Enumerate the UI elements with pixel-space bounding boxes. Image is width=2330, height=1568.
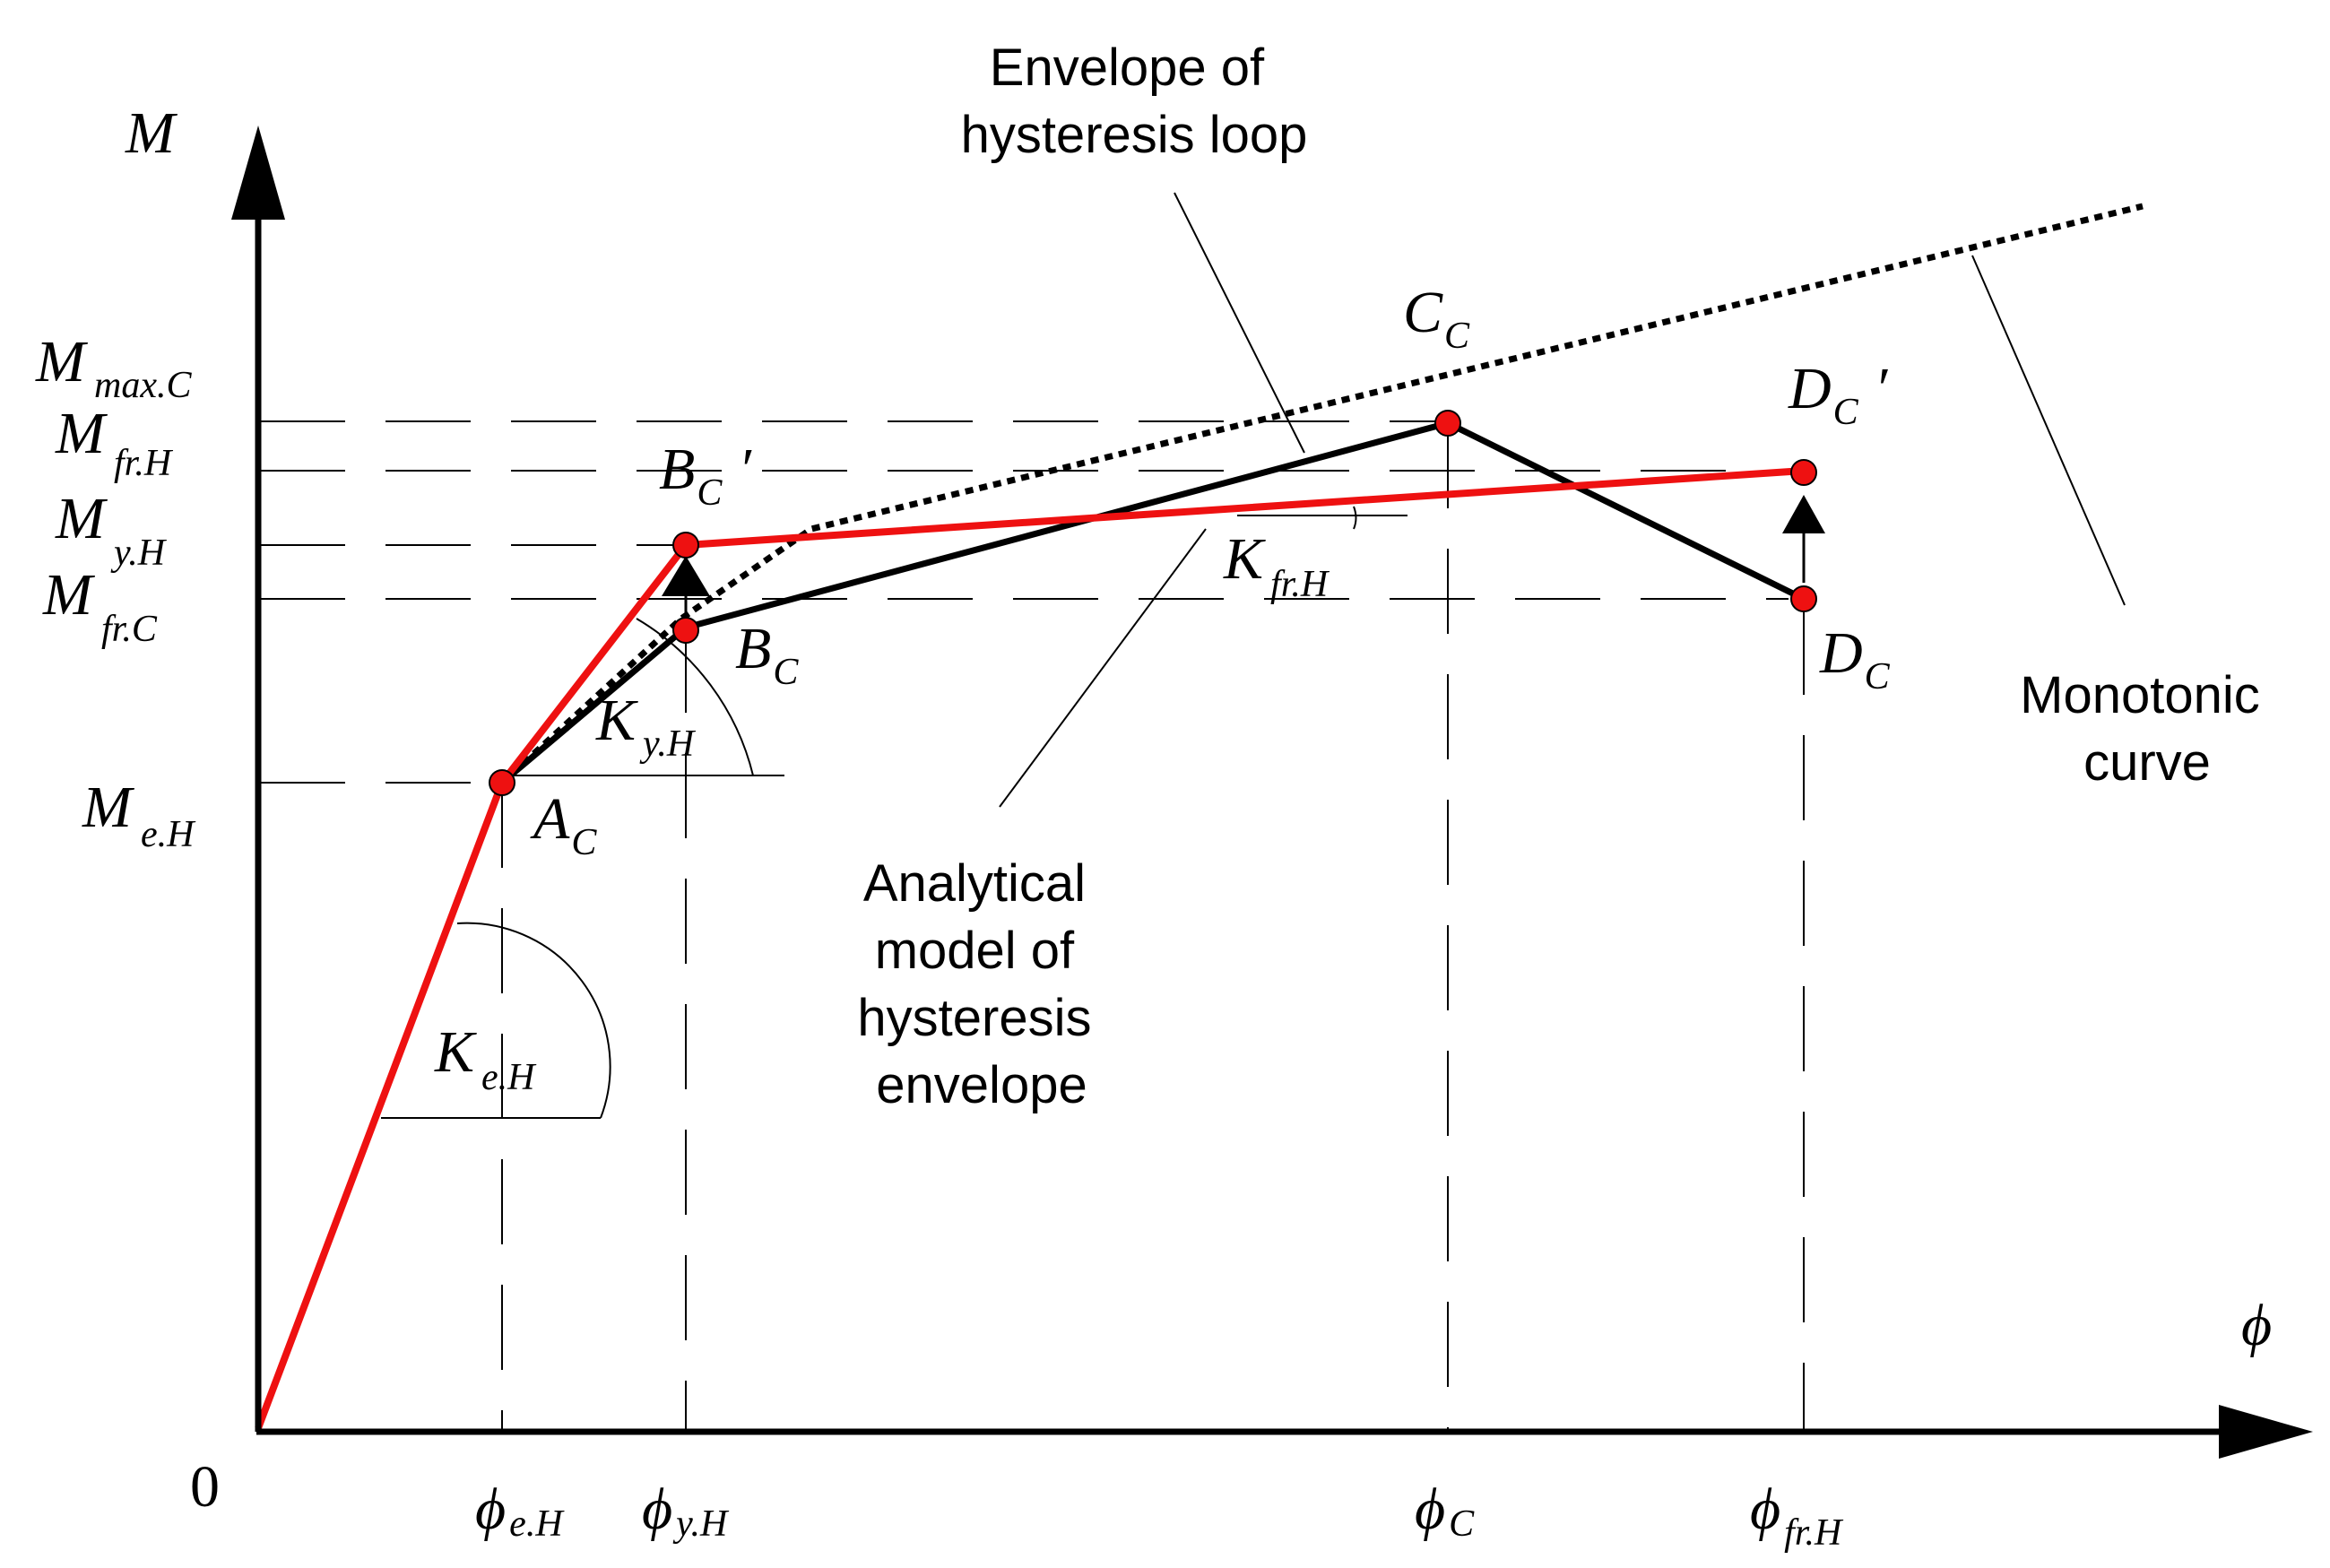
annotation-analytical: Analytical model of hysteresis envelope — [857, 854, 1105, 1114]
label-d-c-prime: DC ′ — [1788, 356, 1889, 433]
y-axis-label: M — [125, 100, 178, 166]
label-c-c: CC — [1403, 280, 1470, 357]
point-d-c-prime — [1790, 459, 1817, 486]
point-b-c — [672, 617, 699, 644]
y-axis-arrow — [231, 126, 285, 220]
monotonic-leader — [1971, 255, 2126, 606]
arrow-b-up — [662, 556, 710, 596]
x-tick-phi-fr-h: ϕfr.H — [1750, 1477, 1844, 1554]
annotation-envelope: Envelope of hysteresis loop — [961, 39, 1308, 164]
label-a-c: AC — [530, 786, 597, 863]
k-frh-arc — [1353, 506, 1357, 530]
arrow-d-up — [1782, 495, 1825, 533]
x-tick-phi-c: ϕC — [1415, 1477, 1475, 1545]
axes — [231, 126, 2313, 1459]
k-eh-arc — [456, 922, 611, 1119]
envelope-leader — [1174, 192, 1305, 454]
x-axis-arrow — [2219, 1405, 2313, 1459]
label-b-c: BC — [735, 616, 799, 693]
origin-label: 0 — [190, 1454, 220, 1520]
increase-arrows — [662, 495, 1825, 628]
points — [489, 410, 1817, 796]
k-yh-arc — [636, 618, 754, 776]
point-c-c — [1434, 410, 1461, 437]
leader-lines — [999, 192, 2126, 808]
annotation-monotonic: Monotonic curve — [2020, 666, 2274, 792]
stiffness-arcs — [381, 506, 1408, 1119]
envelope-curve — [499, 420, 1806, 785]
x-tick-phi-e-h: ϕe.H — [475, 1477, 565, 1545]
analytical-model-curve — [255, 467, 1805, 1430]
guide-lines — [260, 420, 1805, 1430]
monotonic-curve — [499, 203, 2144, 785]
point-a-c — [489, 769, 515, 796]
x-tick-phi-y-h: ϕy.H — [642, 1477, 730, 1545]
y-tick-m-y-h: My.H — [55, 486, 168, 574]
y-tick-m-fr-c: Mfr.C — [42, 562, 158, 650]
point-b-c-prime — [672, 532, 699, 559]
analytical-leader — [999, 528, 1207, 808]
x-axis-label: ϕ — [2241, 1293, 2272, 1358]
label-b-c-prime: BC ′ — [659, 437, 752, 514]
point-d-c — [1790, 585, 1817, 612]
label-d-c: DC — [1819, 620, 1891, 697]
